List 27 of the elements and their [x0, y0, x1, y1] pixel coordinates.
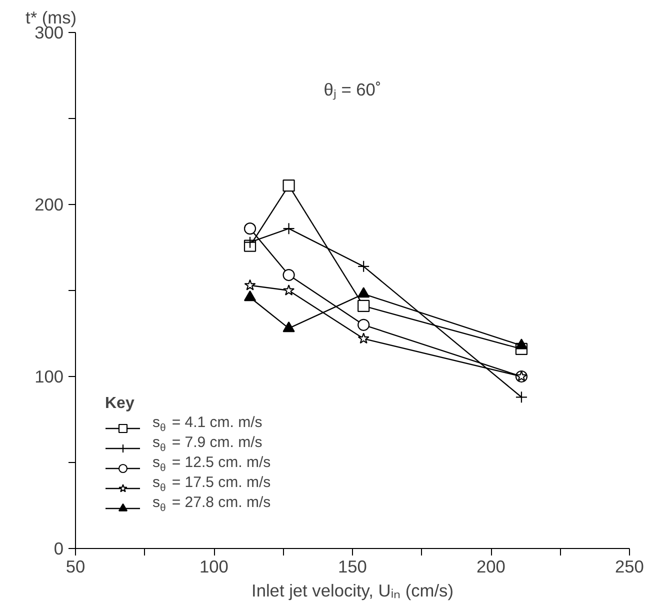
- y-axis-title: t* (ms): [26, 8, 77, 28]
- point: [358, 287, 370, 298]
- point: [358, 332, 370, 344]
- x-axis-title: Inlet jet velocity, Uᵢₙ (cm/s): [252, 580, 454, 600]
- point: [515, 338, 528, 350]
- x-tick-label: 50: [66, 556, 86, 576]
- y-tick-label: 200: [34, 194, 64, 214]
- point: [282, 321, 295, 332]
- point: [515, 391, 528, 404]
- point: [358, 300, 370, 312]
- point: [358, 260, 370, 272]
- x-tick-label: 200: [476, 556, 506, 576]
- annotation: θⱼ = 60˚: [324, 80, 382, 101]
- point: [282, 268, 295, 282]
- y-tick-label: 0: [54, 538, 64, 558]
- point: [244, 290, 256, 302]
- point: [244, 222, 256, 235]
- x-tick-label: 100: [200, 556, 228, 576]
- point: [282, 222, 295, 235]
- point: [358, 318, 370, 331]
- x-tick-label: 150: [338, 556, 367, 576]
- point: [244, 279, 256, 290]
- x-tick-label: 250: [615, 556, 644, 576]
- point: [282, 180, 295, 192]
- y-tick-label: 100: [34, 366, 64, 386]
- legend-title: Key: [105, 395, 136, 413]
- point: [283, 284, 295, 296]
